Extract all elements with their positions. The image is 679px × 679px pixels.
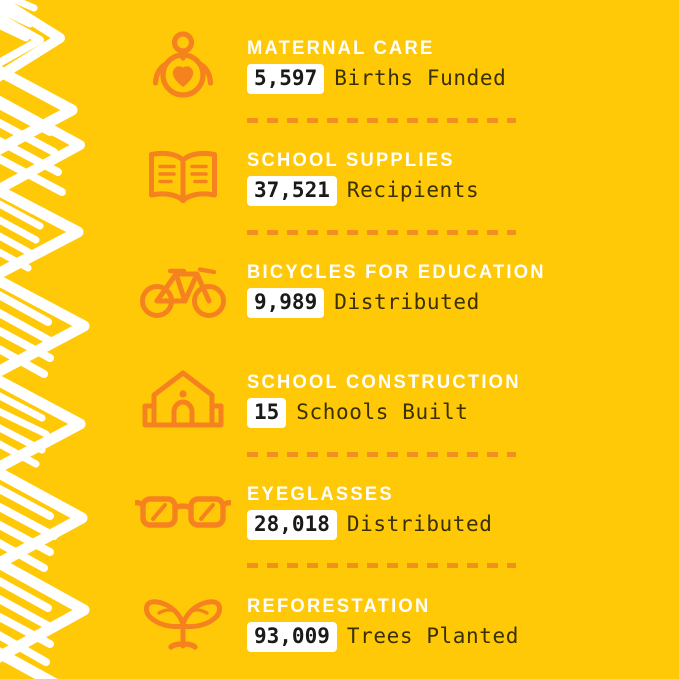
- stat-number-badge: 28,018: [247, 509, 337, 540]
- stat-value-line: 5,597 Births Funded: [247, 63, 670, 94]
- stat-title: BICYCLES FOR EDUCATION: [247, 261, 546, 284]
- stat-row-maternal-care: MATERNAL CARE 5,597 Births Funded: [130, 20, 670, 112]
- stat-unit-label: Schools Built: [296, 400, 469, 425]
- stat-text-eyeglasses: EYEGLASSES 28,018 Distributed: [235, 483, 670, 540]
- stat-value-line: 15 Schools Built: [247, 397, 670, 428]
- stat-row-reforestation: REFORESTATION 93,009 Trees Planted: [130, 578, 670, 670]
- stat-number-badge: 15: [247, 397, 287, 428]
- eyeglasses-icon: [130, 469, 235, 555]
- stat-unit-label: Births Funded: [334, 66, 507, 91]
- decorative-pattern-band: [0, 0, 105, 679]
- stat-text-reforestation: REFORESTATION 93,009 Trees Planted: [235, 595, 670, 652]
- stat-value-line: 28,018 Distributed: [247, 509, 670, 540]
- stat-row-school-supplies: SCHOOL SUPPLIES 37,521 Recipients: [130, 132, 670, 224]
- stat-title: REFORESTATION: [247, 595, 431, 618]
- stat-value-line: 9,989 Distributed: [247, 287, 670, 318]
- stat-title: SCHOOL CONSTRUCTION: [247, 371, 521, 394]
- stat-row-eyeglasses: EYEGLASSES 28,018 Distributed: [130, 466, 670, 558]
- stat-unit-label: Distributed: [334, 290, 480, 315]
- open-book-icon: [130, 135, 235, 221]
- stat-row-school-construction: SCHOOL CONSTRUCTION 15 Schools Built: [130, 354, 670, 446]
- row-separator-4: [247, 563, 516, 568]
- stat-value-line: 93,009 Trees Planted: [247, 621, 670, 652]
- row-separator-1: [247, 118, 516, 123]
- stat-unit-label: Distributed: [346, 512, 493, 537]
- stat-value-line: 37,521 Recipients: [247, 175, 670, 206]
- school-building-icon: [130, 357, 235, 443]
- stat-text-maternal-care: MATERNAL CARE 5,597 Births Funded: [235, 37, 670, 94]
- stat-text-school-construction: SCHOOL CONSTRUCTION 15 Schools Built: [235, 371, 670, 428]
- maternal-care-icon: [130, 23, 235, 109]
- row-separator-3: [247, 452, 516, 457]
- stat-title: SCHOOL SUPPLIES: [247, 149, 455, 172]
- stat-text-bicycles: BICYCLES FOR EDUCATION 9,989 Distributed: [235, 261, 670, 318]
- stat-number-badge: 5,597: [247, 63, 325, 94]
- stat-number-badge: 9,989: [247, 287, 325, 318]
- chevron-pattern-graphic: [0, 0, 90, 679]
- stat-number-badge: 93,009: [247, 621, 337, 652]
- bicycle-icon: [130, 247, 235, 333]
- stat-text-school-supplies: SCHOOL SUPPLIES 37,521 Recipients: [235, 149, 670, 206]
- stat-row-bicycles: BICYCLES FOR EDUCATION 9,989 Distributed: [130, 244, 670, 336]
- stat-title: MATERNAL CARE: [247, 37, 435, 60]
- stat-title: EYEGLASSES: [247, 483, 394, 506]
- stat-unit-label: Recipients: [346, 178, 480, 203]
- row-separator-2: [247, 230, 516, 235]
- stat-number-badge: 37,521: [247, 175, 337, 206]
- stat-unit-label: Trees Planted: [346, 624, 520, 649]
- seedling-icon: [130, 581, 235, 667]
